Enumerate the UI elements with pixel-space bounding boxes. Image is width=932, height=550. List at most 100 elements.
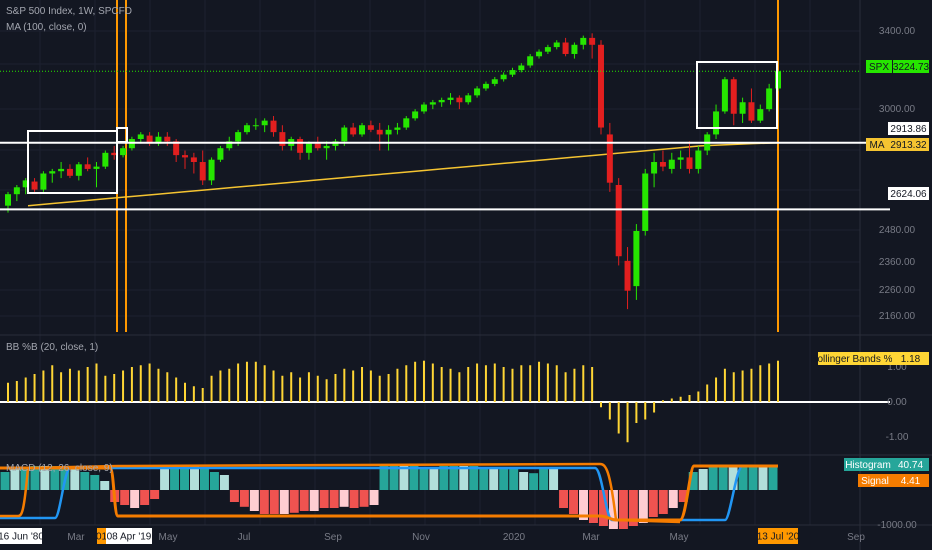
candle-body [22, 180, 29, 188]
candle-body [394, 127, 401, 130]
spx-value-badge-bg [893, 60, 929, 73]
candle-body [642, 173, 649, 231]
candle-body [84, 164, 91, 169]
macd-histogram-bar [249, 490, 259, 511]
candle-body [341, 127, 348, 142]
ma-value-badge: 2913.32 [890, 140, 927, 151]
candle-body [252, 125, 259, 127]
candle-body [677, 157, 684, 160]
histogram-value-badge-bg [892, 458, 929, 471]
macd-histogram-bar [698, 469, 708, 490]
candle-body [199, 162, 206, 181]
macd-histogram-bar [289, 490, 299, 513]
candle-body [350, 127, 357, 135]
candle-body [518, 65, 525, 71]
macd-histogram-bar [279, 490, 289, 514]
candle-body [438, 99, 445, 103]
candle-body [13, 187, 20, 195]
macd-histogram-bar [598, 490, 608, 526]
candle-body [235, 132, 242, 142]
macd-histogram-bar [499, 469, 509, 490]
candle-body [226, 141, 233, 149]
time-tick-label: May [670, 532, 689, 543]
macd-histogram-bar [559, 490, 569, 508]
lower-level-badge-bg [888, 187, 929, 200]
macd-histogram-bar [439, 466, 449, 490]
macd-tick-label: -1000.00 [877, 520, 917, 531]
candle-body [553, 42, 560, 48]
ma-legend[interactable]: MA (100, close, 0) [6, 22, 87, 33]
macd-histogram-bar [50, 466, 60, 490]
candle-body [562, 42, 569, 54]
time-tick-label: Sep [324, 532, 342, 543]
left-date-badge-bg [0, 528, 42, 544]
time-tick-label: Jul [238, 532, 251, 543]
right-date-badge-bg [758, 528, 798, 544]
symbol-title[interactable]: S&P 500 Index, 1W, SPCFD [6, 6, 132, 17]
time-axis[interactable]: Mar May Jul Sep Nov 2020 Mar May Sep [67, 532, 865, 543]
macd-histogram-bar [409, 466, 419, 490]
macd-histogram-bar [319, 490, 329, 508]
horizontal-levels[interactable] [0, 70, 890, 211]
candle-body [412, 111, 419, 119]
ma-tag-badge-bg [866, 138, 888, 151]
candle-body [261, 120, 268, 126]
macd-histogram-bar [419, 467, 429, 490]
signal-line [0, 464, 778, 522]
ma-value-badge-bg [888, 138, 929, 151]
candle-body [75, 164, 82, 176]
candle-body [420, 104, 427, 112]
price-axis[interactable]: 3400.00 3000.00 2480.00 2360.00 2260.00 2160.… [877, 26, 917, 531]
candle-body [58, 168, 65, 172]
candle-body [190, 157, 197, 163]
candle-body [376, 129, 383, 135]
macd-histogram-bar [399, 466, 409, 490]
moving-average-line [27, 142, 779, 207]
macd-histogram-bar [369, 490, 379, 505]
time-tick-label: Mar [67, 532, 85, 543]
candle-body [580, 37, 587, 45]
macd-histogram-bar [269, 490, 279, 514]
macd-legend[interactable]: MACD (12, 26, close, 9) [6, 463, 113, 474]
candlesticks[interactable] [5, 33, 781, 310]
macd-histogram-bar [638, 490, 648, 523]
time-tick-label: Sep [847, 532, 865, 543]
candle-body [695, 150, 702, 169]
candle-body [111, 152, 118, 156]
signal-name-badge-bg [858, 474, 892, 487]
macd-histogram-bar [519, 472, 529, 490]
rectangle-drawings[interactable] [27, 61, 778, 194]
bb-legend[interactable]: BB %B (20, close, 1) [6, 342, 98, 353]
macd-histogram-bar [10, 469, 20, 490]
signal-name-badge: Signal [861, 476, 889, 487]
macd-histogram-bar [170, 466, 180, 490]
histogram-value-badge: 40.74 [898, 460, 923, 471]
macd-histogram-bar [160, 466, 170, 490]
candle-body [757, 109, 764, 121]
candle-body [766, 88, 773, 110]
candle-body [120, 148, 127, 156]
candle-body [659, 162, 666, 167]
bb-tick-label: 0.00 [887, 397, 907, 408]
candle-body [651, 162, 658, 174]
candle-body [597, 44, 604, 128]
macd-histogram-bar [748, 466, 758, 490]
macd-histogram-bar [509, 469, 519, 490]
macd-histogram-bar [389, 466, 399, 490]
candle-body [323, 145, 330, 149]
candle-body [624, 260, 631, 291]
candle-body [589, 37, 596, 45]
candle-body [93, 166, 100, 169]
candle-body [730, 79, 737, 114]
price-tick-label: 3400.00 [879, 26, 916, 37]
candle-body [615, 184, 622, 257]
macd-histogram-bar [359, 490, 369, 507]
box-small [116, 127, 128, 143]
macd-histogram-bar [0, 472, 10, 490]
macd-line [0, 464, 778, 522]
macd-histogram-bar [539, 469, 549, 490]
macd-histogram-bar [229, 490, 239, 502]
candle-body [429, 102, 436, 105]
